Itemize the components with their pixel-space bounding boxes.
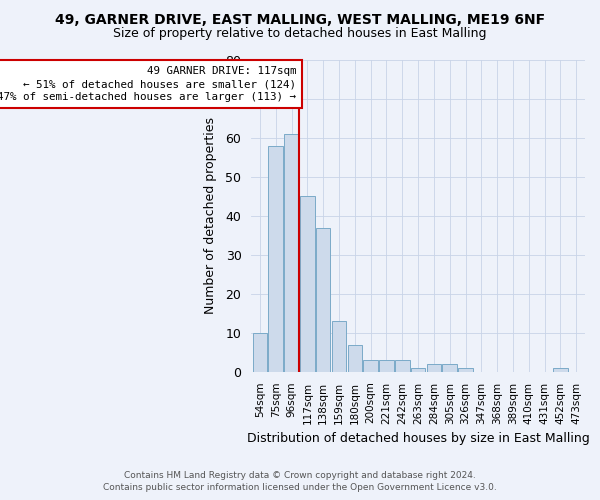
Bar <box>379 360 394 372</box>
Text: 49 GARNER DRIVE: 117sqm
← 51% of detached houses are smaller (124)
47% of semi-d: 49 GARNER DRIVE: 117sqm ← 51% of detache… <box>0 66 296 102</box>
Bar <box>300 196 314 372</box>
Bar <box>253 333 267 372</box>
Bar <box>427 364 441 372</box>
Text: Size of property relative to detached houses in East Malling: Size of property relative to detached ho… <box>113 28 487 40</box>
X-axis label: Distribution of detached houses by size in East Malling: Distribution of detached houses by size … <box>247 432 589 445</box>
Bar <box>268 146 283 372</box>
Bar <box>332 321 346 372</box>
Bar <box>553 368 568 372</box>
Bar <box>411 368 425 372</box>
Bar <box>458 368 473 372</box>
Bar <box>316 228 331 372</box>
Text: 49, GARNER DRIVE, EAST MALLING, WEST MALLING, ME19 6NF: 49, GARNER DRIVE, EAST MALLING, WEST MAL… <box>55 12 545 26</box>
Bar <box>364 360 378 372</box>
Text: Contains HM Land Registry data © Crown copyright and database right 2024.
Contai: Contains HM Land Registry data © Crown c… <box>103 471 497 492</box>
Bar <box>347 344 362 372</box>
Y-axis label: Number of detached properties: Number of detached properties <box>204 118 217 314</box>
Bar <box>442 364 457 372</box>
Bar <box>284 134 299 372</box>
Bar <box>395 360 410 372</box>
